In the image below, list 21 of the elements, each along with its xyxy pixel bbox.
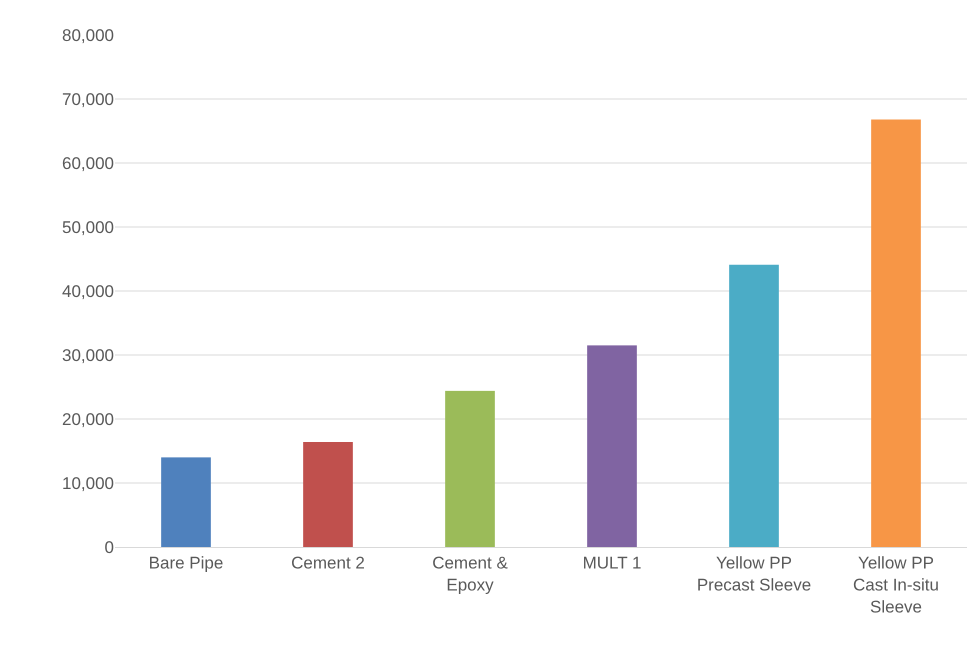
y-tick-label: 50,000 (62, 218, 114, 237)
x-tick-label: Cement 2 (291, 553, 365, 572)
x-tick-label: Bare Pipe (148, 553, 224, 572)
x-tick-label: Yellow PP Cast In-situ Sleeve (853, 553, 939, 617)
y-tick-label: 60,000 (62, 154, 114, 173)
bar (729, 264, 779, 547)
bar (445, 390, 495, 547)
y-tick-label: 40,000 (62, 282, 114, 301)
x-tick-label: MULT 1 (582, 553, 642, 572)
y-tick-label: 70,000 (62, 90, 114, 109)
y-tick-label: 20,000 (62, 410, 114, 429)
bar (871, 119, 921, 547)
y-tick-label: 10,000 (62, 474, 114, 493)
x-tick-label: Yellow PP Precast Sleeve (696, 553, 812, 594)
x-tick-label: Cement & Epoxy (432, 553, 508, 594)
y-tick-label: 80,000 (62, 26, 114, 45)
bar (303, 442, 353, 547)
y-tick-label: 30,000 (62, 346, 114, 365)
bar (161, 457, 211, 547)
y-tick-label: 0 (104, 538, 114, 557)
bar (587, 345, 637, 547)
